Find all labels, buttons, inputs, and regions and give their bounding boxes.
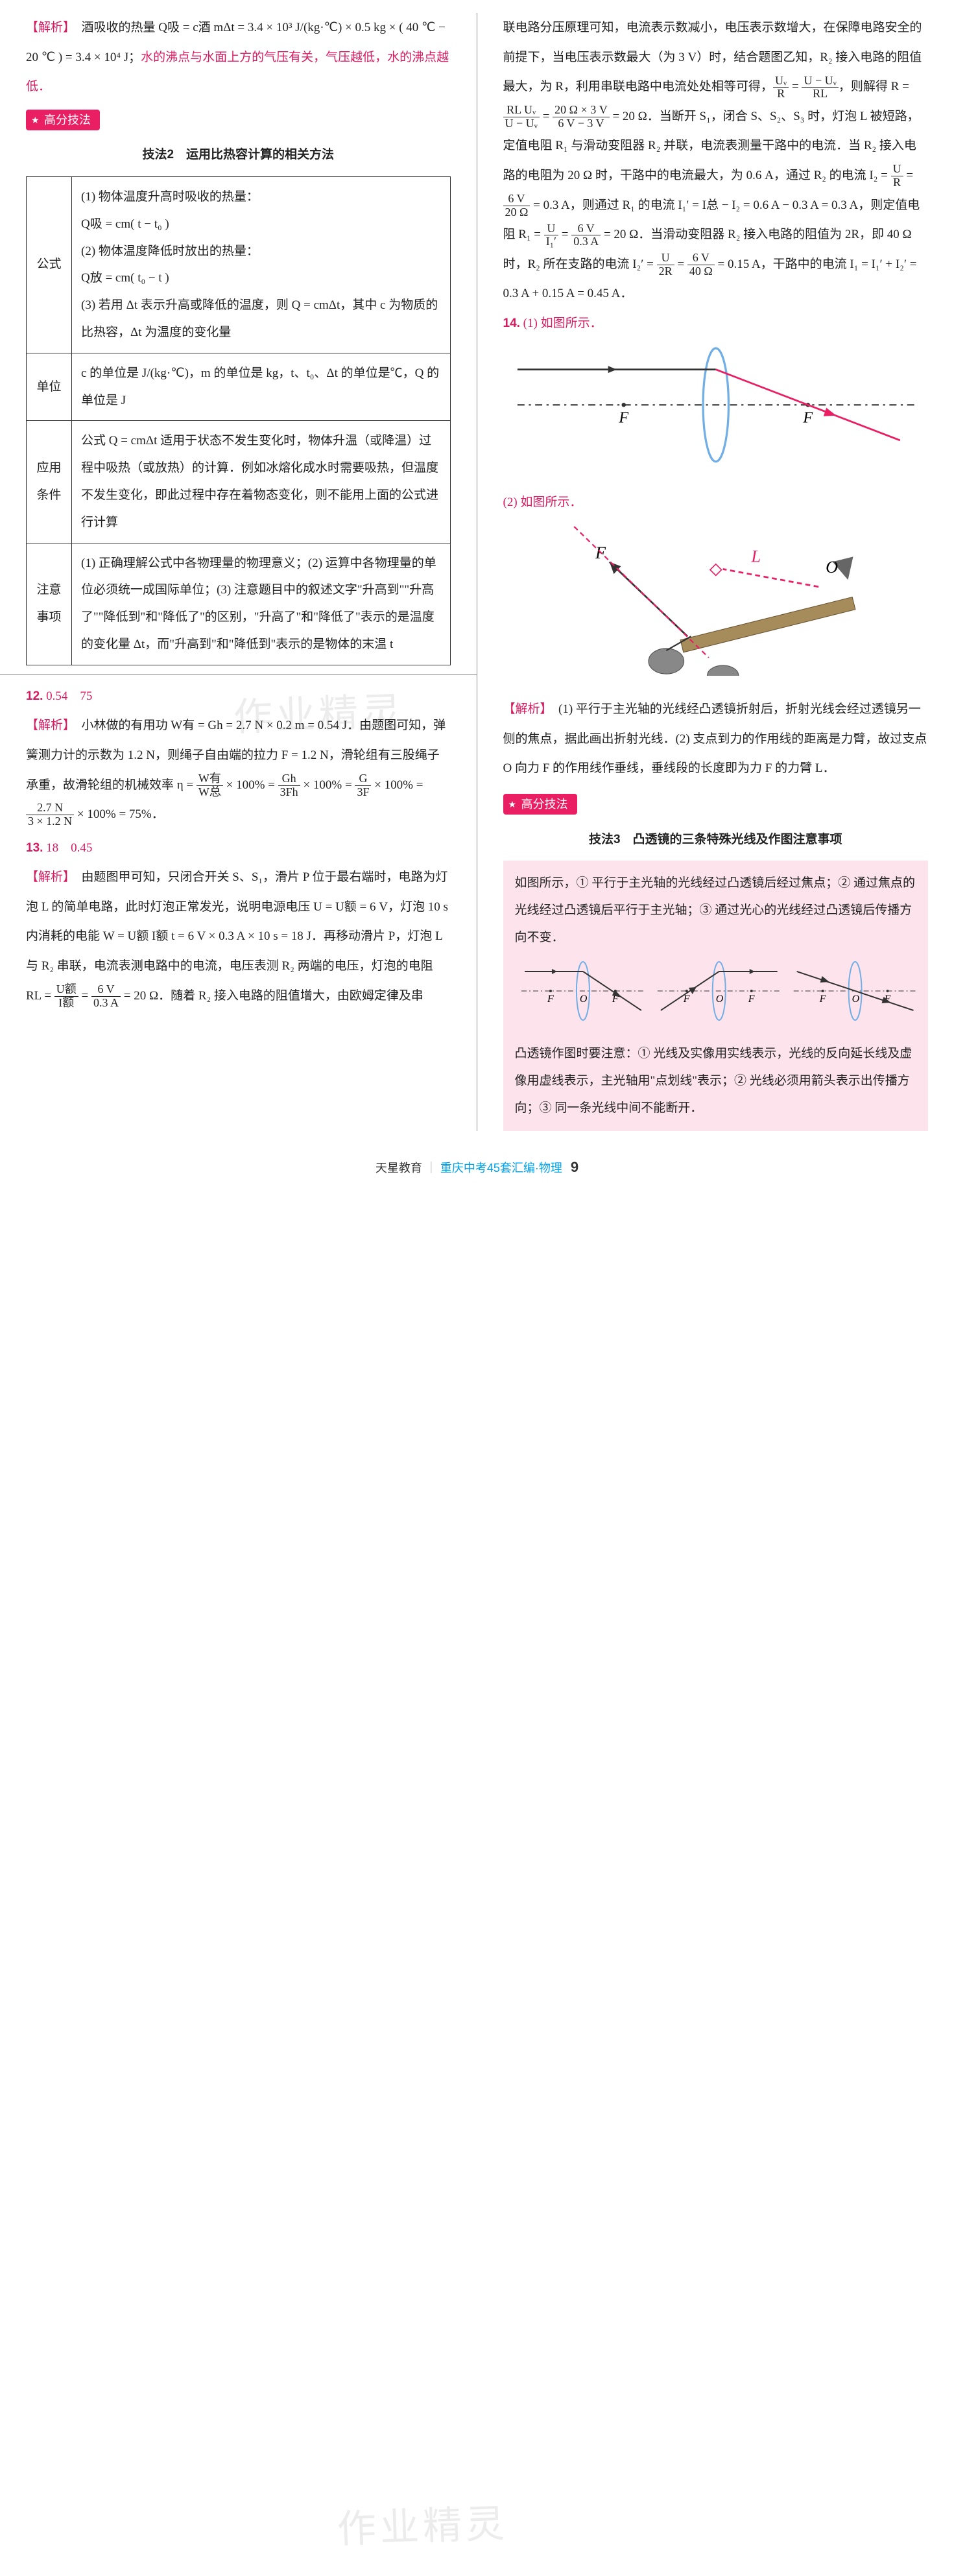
- svg-text:O: O: [852, 994, 859, 1005]
- q13-continue: 联电路分压原理可知，电流表示数减小，电压表示数增大，在保障电路安全的前提下，当电…: [503, 13, 929, 309]
- technique-badge: 高分技法: [503, 794, 577, 815]
- q11-analysis: 【解析】 酒吸收的热量 Q吸 = c酒 mΔt = 3.4 × 10³ J/(k…: [26, 13, 451, 102]
- technique-badge: 高分技法: [26, 110, 100, 130]
- frac: W有W总: [197, 772, 223, 799]
- svg-text:O: O: [715, 994, 723, 1005]
- q14-line: 14. (1) 如图所示．: [503, 309, 929, 339]
- q13-answer-line: 13. 18 0.45: [26, 833, 451, 863]
- frac: 6 V0.3 A: [571, 222, 601, 249]
- technique-title-2: 技法3 凸透镜的三条特殊光线及作图注意事项: [503, 825, 929, 855]
- pink-intro: 如图所示，① 平行于主光轴的光线经过凸透镜后经过焦点；② 通过焦点的光线经过凸透…: [515, 870, 917, 951]
- q14-b: (2) 如图所示．: [503, 488, 929, 518]
- lens-diagram: F F: [503, 341, 929, 469]
- left-column: 【解析】 酒吸收的热量 Q吸 = c酒 mΔt = 3.4 × 10³ J/(k…: [0, 13, 477, 1131]
- watermark: 作业精灵: [336, 2477, 510, 2576]
- row-body-note: (1) 正确理解公式中各物理量的物理意义；(2) 运算中各物理量的单位必须统一成…: [72, 543, 451, 665]
- table-row: 单位 c 的单位是 J/(kg·℃)，m 的单位是 kg，t、t₀、Δt 的单位…: [27, 353, 451, 421]
- q13-body: 由题图甲可知，只闭合开关 S、S₁，滑片 P 位于最右端时，电路为灯泡 L 的简…: [26, 870, 448, 1002]
- frac: 2.7 N3 × 1.2 N: [26, 802, 74, 828]
- row-head-cond: 应用 条件: [27, 421, 72, 543]
- frac: U − UᵥRL: [802, 75, 838, 101]
- focus-left-label: F: [618, 409, 628, 426]
- frac: 20 Ω × 3 V6 V − 3 V: [553, 104, 610, 130]
- frac: Gh3Fh: [278, 772, 300, 799]
- svg-text:F: F: [818, 994, 826, 1005]
- row-head-unit: 单位: [27, 353, 72, 421]
- row-head-formula: 公式: [27, 176, 72, 353]
- badge-row: 高分技法: [503, 790, 929, 820]
- badge-row: 高分技法: [26, 106, 451, 136]
- three-rays-diagram: F O F F O F: [515, 955, 917, 1027]
- q12-number: 12.: [26, 689, 43, 703]
- row-body-formula: (1) 物体温度升高时吸收的热量： Q吸 = cm( t − t₀ ) (2) …: [72, 176, 451, 353]
- q14-a: (1) 如图所示．: [523, 316, 602, 330]
- frac: U2R: [657, 252, 674, 278]
- page: 【解析】 酒吸收的热量 Q吸 = c酒 mΔt = 3.4 × 10³ J/(k…: [0, 13, 954, 1131]
- lever-diagram: O F L: [503, 519, 929, 675]
- frac: UI₁′: [544, 222, 558, 249]
- pink-box: 如图所示，① 平行于主光轴的光线经过凸透镜后经过焦点；② 通过焦点的光线经过凸透…: [503, 861, 929, 1130]
- analysis-label: 【解析】: [26, 719, 69, 732]
- pivot-label: O: [826, 558, 838, 577]
- row-body-cond: 公式 Q = cmΔt 适用于状态不发生变化时，物体升温（或降温）过程中吸热（或…: [72, 421, 451, 543]
- watermark: 作业精灵: [232, 665, 407, 764]
- frac: 6 V0.3 A: [91, 983, 121, 1010]
- q12-answer: 0.54 75: [46, 689, 92, 703]
- pink-note: 凸透镜作图时要注意：① 光线及实像用实线表示，光线的反向延长线及虚像用虚线表示，…: [515, 1040, 917, 1121]
- technique-title: 技法2 运用比热容计算的相关方法: [26, 140, 451, 170]
- footer-brand: 天星教育: [376, 1162, 422, 1175]
- analysis-label: 【解析】: [26, 21, 69, 34]
- frac: 6 V40 Ω: [687, 252, 715, 278]
- analysis-label: 【解析】: [26, 870, 69, 884]
- q14-analysis: 【解析】 (1) 平行于主光轴的光线经凸透镜折射后，折射光线会经过透镜另一侧的焦…: [503, 695, 929, 783]
- footer-series: 重庆中考45套汇编·物理: [440, 1162, 562, 1175]
- row-head-note: 注意 事项: [27, 543, 72, 665]
- frac: U额I额: [54, 983, 78, 1010]
- svg-text:F: F: [747, 994, 754, 1005]
- arm-label: L: [750, 547, 761, 566]
- svg-text:O: O: [579, 994, 587, 1005]
- table-row: 注意 事项 (1) 正确理解公式中各物理量的物理意义；(2) 运算中各物理量的单…: [27, 543, 451, 665]
- svg-text:F: F: [546, 994, 553, 1005]
- page-footer: 天星教育 ｜ 重庆中考45套汇编·物理 9: [0, 1151, 954, 1185]
- analysis-label: 【解析】: [503, 702, 547, 716]
- q13-number: 13.: [26, 841, 43, 855]
- method-table: 公式 (1) 物体温度升高时吸收的热量： Q吸 = cm( t − t₀ ) (…: [26, 176, 451, 665]
- focus-right-label: F: [802, 409, 813, 426]
- page-number: 9: [571, 1159, 578, 1175]
- frac: 6 V20 Ω: [503, 193, 531, 219]
- q13-answer: 18 0.45: [46, 841, 92, 855]
- right-column: 联电路分压原理可知，电流表示数减小，电压表示数增大，在保障电路安全的前提下，当电…: [477, 13, 954, 1131]
- q13-analysis: 【解析】 由题图甲可知，只闭合开关 S、S₁，滑片 P 位于最右端时，电路为灯泡…: [26, 863, 451, 1010]
- table-row: 公式 (1) 物体温度升高时吸收的热量： Q吸 = cm( t − t₀ ) (…: [27, 176, 451, 353]
- table-row: 应用 条件 公式 Q = cmΔt 适用于状态不发生变化时，物体升温（或降温）过…: [27, 421, 451, 543]
- frac: RL UᵥU − Uᵥ: [503, 104, 540, 130]
- q14-analysis-body: (1) 平行于主光轴的光线经凸透镜折射后，折射光线会经过透镜另一侧的焦点，据此画…: [503, 702, 927, 775]
- row-body-unit: c 的单位是 J/(kg·℃)，m 的单位是 kg，t、t₀、Δt 的单位是℃，…: [72, 353, 451, 421]
- frac: UR: [891, 163, 903, 189]
- frac: G3F: [355, 772, 371, 799]
- q14-number: 14.: [503, 316, 520, 330]
- frac: UᵥR: [773, 75, 789, 101]
